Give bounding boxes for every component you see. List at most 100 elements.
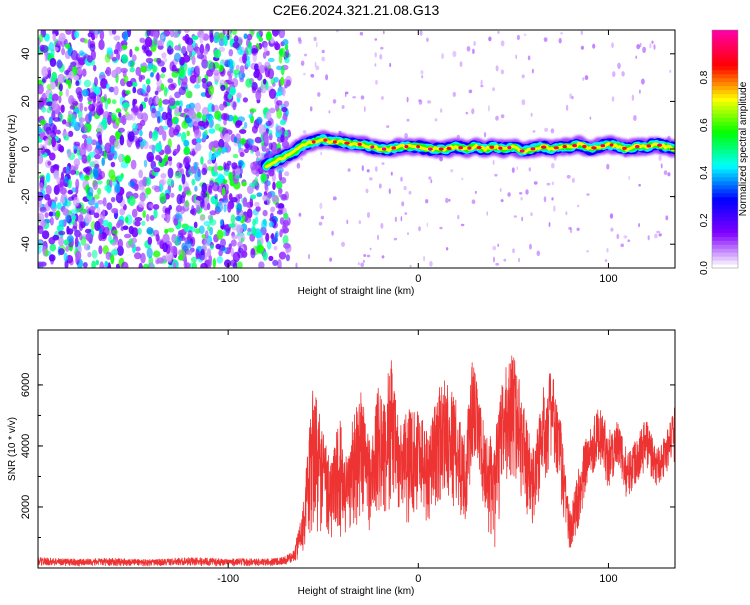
noise-blob [186, 43, 194, 53]
noise-blob [111, 99, 117, 105]
noise-speckle [611, 96, 615, 102]
noise-blob [115, 108, 122, 114]
noise-blob [189, 262, 194, 268]
noise-blob [181, 45, 187, 54]
noise-blob [256, 192, 263, 197]
colorbar-cell [712, 252, 738, 257]
noise-blob [168, 97, 176, 107]
noise-speckle [568, 226, 572, 230]
noise-blob [113, 85, 119, 96]
noise-blob [58, 236, 64, 247]
noise-blob [217, 173, 224, 184]
noise-speckle [298, 39, 302, 44]
signal-peak [438, 147, 444, 151]
noise-speckle [606, 248, 609, 253]
noise-speckle [523, 33, 527, 36]
colorbar-cell [712, 164, 738, 170]
noise-blob [41, 106, 46, 113]
noise-blob [174, 107, 180, 114]
noise-speckle [658, 233, 662, 237]
noise-blob [58, 83, 63, 92]
noise-blob [164, 154, 169, 162]
colorbar-cell [712, 53, 738, 59]
noise-blob [77, 109, 83, 120]
noise-blob [68, 65, 73, 72]
noise-speckle [527, 55, 531, 61]
noise-blob [52, 164, 60, 170]
noise-blob [89, 206, 96, 212]
noise-blob [254, 176, 259, 187]
noise-blob [119, 208, 125, 216]
colorbar-gradient [712, 30, 738, 269]
noise-blob [72, 196, 80, 207]
noise-blob [170, 192, 175, 198]
noise-blob [55, 40, 63, 46]
noise-speckle [428, 176, 432, 180]
noise-speckle [375, 79, 378, 85]
noise-speckle [543, 37, 548, 42]
noise-speckle [658, 155, 662, 161]
colorbar-cell [712, 105, 738, 110]
noise-blob [39, 182, 44, 192]
noise-blob [130, 243, 135, 249]
noise-blob [237, 241, 243, 248]
noise-blob [240, 237, 244, 243]
noise-blob [97, 200, 104, 205]
noise-blob [284, 44, 289, 51]
noise-blob [57, 143, 62, 152]
noise-blob [87, 32, 93, 38]
noise-blob [140, 66, 147, 73]
noise-blob [270, 212, 274, 220]
noise-blob [135, 139, 141, 150]
noise-blob [111, 249, 119, 256]
noise-blob [42, 78, 46, 83]
noise-blob [195, 248, 200, 260]
noise-blob [91, 249, 98, 259]
noise-blob [241, 250, 248, 258]
noise-speckle [332, 196, 337, 201]
noise-speckle [497, 30, 500, 34]
noise-speckle [580, 30, 583, 35]
noise-speckle [450, 169, 454, 173]
noise-speckle [586, 250, 589, 253]
noise-blob [276, 65, 283, 71]
noise-blob [281, 87, 286, 97]
noise-blob [40, 44, 49, 54]
noise-blob [49, 57, 57, 67]
noise-blob [157, 125, 164, 136]
noise-blob [149, 262, 154, 268]
noise-blob [46, 107, 52, 114]
noise-speckle [529, 243, 532, 250]
noise-speckle [553, 205, 556, 212]
noise-blob [153, 167, 161, 173]
noise-blob [84, 174, 90, 181]
noise-blob [275, 125, 283, 134]
noise-blob [271, 30, 279, 37]
noise-blob [152, 130, 159, 140]
noise-speckle [389, 62, 392, 68]
noise-blob [222, 229, 227, 237]
noise-blob [284, 129, 289, 139]
noise-blob [273, 245, 278, 251]
noise-blob [280, 76, 285, 86]
noise-blob [173, 128, 180, 136]
noise-speckle [426, 222, 429, 227]
noise-speckle [486, 211, 489, 216]
signal-peak [609, 143, 614, 147]
noise-blob [130, 159, 137, 170]
noise-blob [41, 66, 49, 77]
colorbar-cell [712, 212, 738, 218]
colorbar-cell [712, 256, 738, 261]
spectrogram-y-tick-label: -40 [20, 236, 32, 252]
noise-speckle [317, 92, 321, 97]
noise-blob [194, 161, 198, 172]
noise-speckle [500, 69, 504, 75]
noise-blob [231, 162, 238, 170]
noise-speckle [381, 162, 385, 165]
noise-blob [242, 97, 248, 103]
noise-blob [94, 153, 101, 160]
noise-blob [156, 57, 162, 64]
noise-blob [208, 184, 213, 194]
noise-blob [284, 191, 290, 201]
noise-blob [167, 178, 174, 187]
